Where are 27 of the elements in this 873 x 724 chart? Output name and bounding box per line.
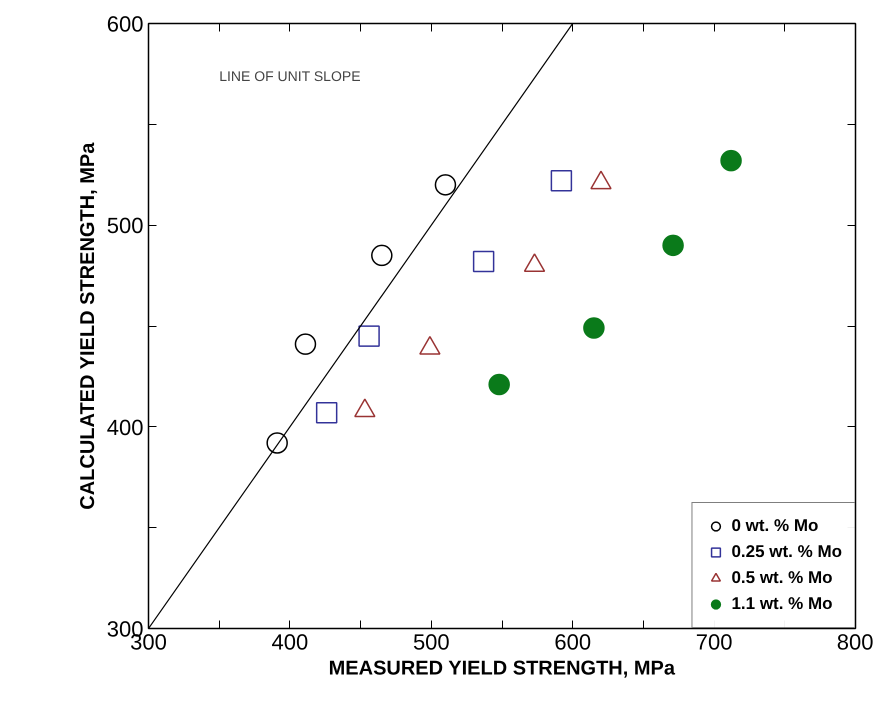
point: [662, 234, 684, 256]
point: [358, 325, 380, 347]
x-tick-label: 800: [836, 630, 873, 654]
legend-label: 0.5 wt. % Mo: [731, 568, 833, 588]
point: [434, 174, 456, 196]
x-tick-label: 600: [554, 630, 592, 654]
x-tick-label: 400: [272, 630, 308, 654]
y-tick-label: 500: [106, 213, 144, 238]
x-tick-label: 700: [696, 630, 732, 654]
x-tick-label: 500: [412, 630, 450, 654]
y-tick-label: 400: [106, 414, 144, 440]
point: [488, 374, 510, 396]
point: [550, 170, 572, 192]
point: [294, 333, 316, 355]
point: [371, 244, 393, 266]
legend-label: 0.25 wt. % Mo: [731, 542, 842, 562]
point: [583, 317, 605, 339]
y-axis-title: CALCULATED YIELD STRENGTH, MPa: [76, 142, 99, 510]
point: [316, 402, 338, 424]
x-axis-title: MEASURED YIELD STRENGTH, MPa: [328, 658, 676, 680]
point: [472, 250, 494, 272]
annotation: LINE OF UNIT SLOPE: [219, 68, 361, 84]
point: [720, 150, 742, 172]
legend-label: 1.1 wt. % Mo: [731, 594, 833, 614]
legend-label: 0 wt. % Mo: [731, 516, 818, 536]
y-tick-label: 600: [106, 12, 144, 36]
point: [266, 432, 288, 454]
